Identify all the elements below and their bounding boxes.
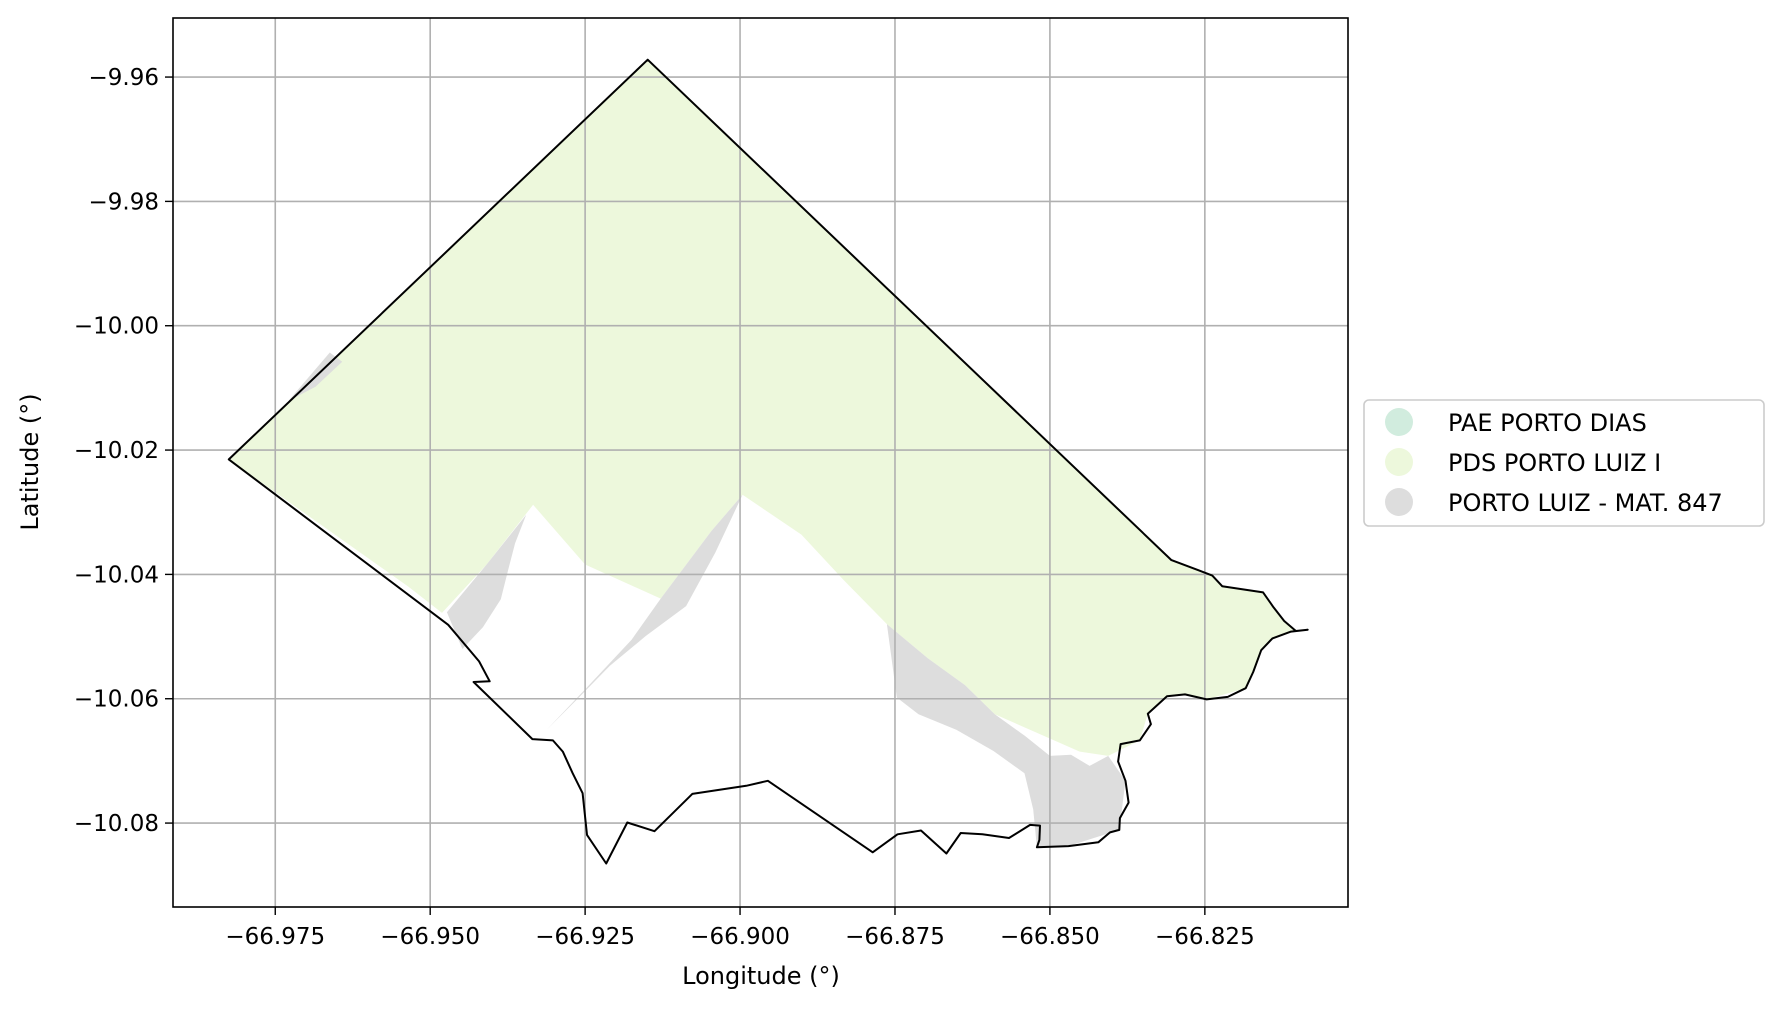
legend-box xyxy=(1363,399,1765,527)
y-tick-label-2: −10.00 xyxy=(74,314,159,340)
x-tick-label-0: −66.975 xyxy=(225,924,325,950)
regions-layer xyxy=(228,59,1296,848)
x-tick-label-3: −66.900 xyxy=(690,924,790,950)
x-tick-label-4: −66.875 xyxy=(845,924,945,950)
region-porto-luiz-mat-847-3 xyxy=(546,494,743,730)
region-pds-porto-luiz-i-0 xyxy=(228,59,1296,756)
legend-marker-porto-luiz-mat-847 xyxy=(1385,488,1413,516)
region-porto-luiz-mat-847-4 xyxy=(886,624,1126,848)
y-axis-title: Latitude (°) xyxy=(16,393,44,530)
ticks-layer: −66.975 −66.950 −66.925 −66.900 −66.875 −66.8… xyxy=(74,65,1255,950)
area-boundary-outline xyxy=(227,58,1309,865)
region-porto-luiz-mat-847-2 xyxy=(446,514,527,649)
legend-marker-pae-porto-dias xyxy=(1385,408,1413,436)
x-tick-label-6: −66.825 xyxy=(1155,924,1255,950)
x-tick-label-2: −66.925 xyxy=(535,924,635,950)
x-axis-title: Longitude (°) xyxy=(682,962,840,990)
y-tick-label-4: −10.04 xyxy=(74,562,159,588)
legend-label-pds-porto-luiz-i: PDS PORTO LUIZ I xyxy=(1448,449,1661,477)
y-tick-label-1: −9.98 xyxy=(89,189,159,215)
legend-label-pae-porto-dias: PAE PORTO DIAS xyxy=(1448,409,1647,437)
y-tick-label-3: −10.02 xyxy=(74,438,159,464)
x-tick-label-1: −66.950 xyxy=(380,924,480,950)
y-tick-label-6: −10.08 xyxy=(74,811,159,837)
legend-marker-pds-porto-luiz-i xyxy=(1385,448,1413,476)
y-tick-label-5: −10.06 xyxy=(74,687,159,713)
legend-label-porto-luiz-mat-847: PORTO LUIZ - MAT. 847 xyxy=(1448,489,1723,517)
y-tick-label-0: −9.96 xyxy=(89,65,159,91)
plot-frame xyxy=(172,17,1349,908)
legend: PAE PORTO DIAS PDS PORTO LUIZ I PORTO LUIZ… xyxy=(1363,399,1765,527)
boundary-layer xyxy=(227,58,1309,865)
x-tick-label-5: −66.850 xyxy=(1000,924,1100,950)
